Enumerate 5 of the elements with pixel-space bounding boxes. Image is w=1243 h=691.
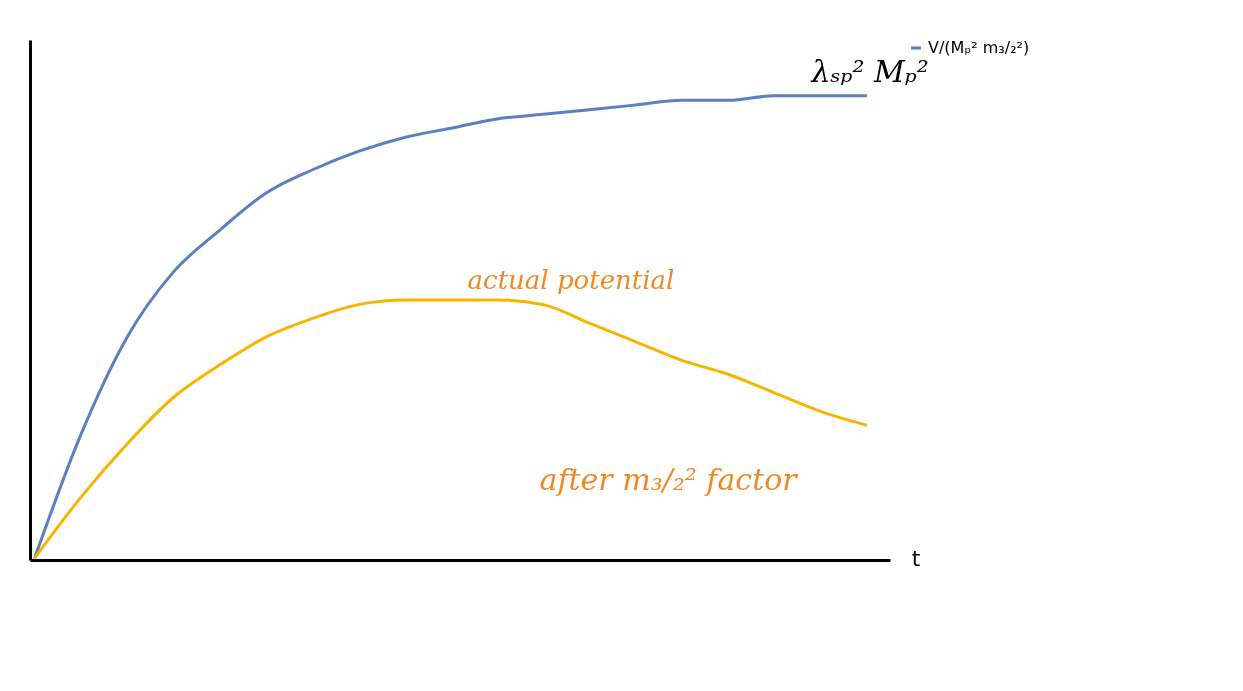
annotation: after m₃/₂² factor	[539, 462, 799, 498]
x-axis-title: t	[911, 545, 921, 571]
legend-label: V/(Mₚ² m₃/₂²)	[928, 38, 1030, 57]
annotation: actual potential	[467, 265, 675, 296]
text: λₛₚ² Mₚ²	[810, 53, 929, 89]
